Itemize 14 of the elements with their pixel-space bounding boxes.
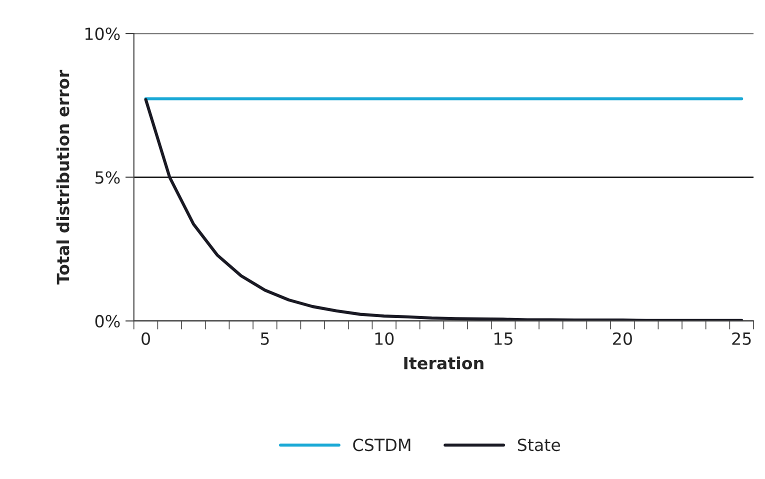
y-axis-title: Total distribution error bbox=[56, 70, 70, 285]
legend-label: State bbox=[518, 438, 560, 452]
x-tick-label: 0 bbox=[142, 332, 150, 345]
x-tick-label: 10 bbox=[375, 332, 394, 345]
line-series bbox=[144, 98, 744, 321]
legend-label: CSTDM bbox=[353, 438, 410, 452]
y-tick-label: 10% bbox=[85, 27, 120, 40]
x-tick-label: 20 bbox=[613, 332, 632, 345]
x-tick-label: 5 bbox=[260, 332, 269, 345]
y-tick-label: 0% bbox=[95, 314, 120, 328]
x-tick-label: 15 bbox=[494, 332, 512, 345]
x-tick-label: 25 bbox=[732, 332, 751, 345]
x-axis-title: Iteration bbox=[404, 356, 484, 370]
y-tick-label: 5% bbox=[96, 171, 120, 184]
